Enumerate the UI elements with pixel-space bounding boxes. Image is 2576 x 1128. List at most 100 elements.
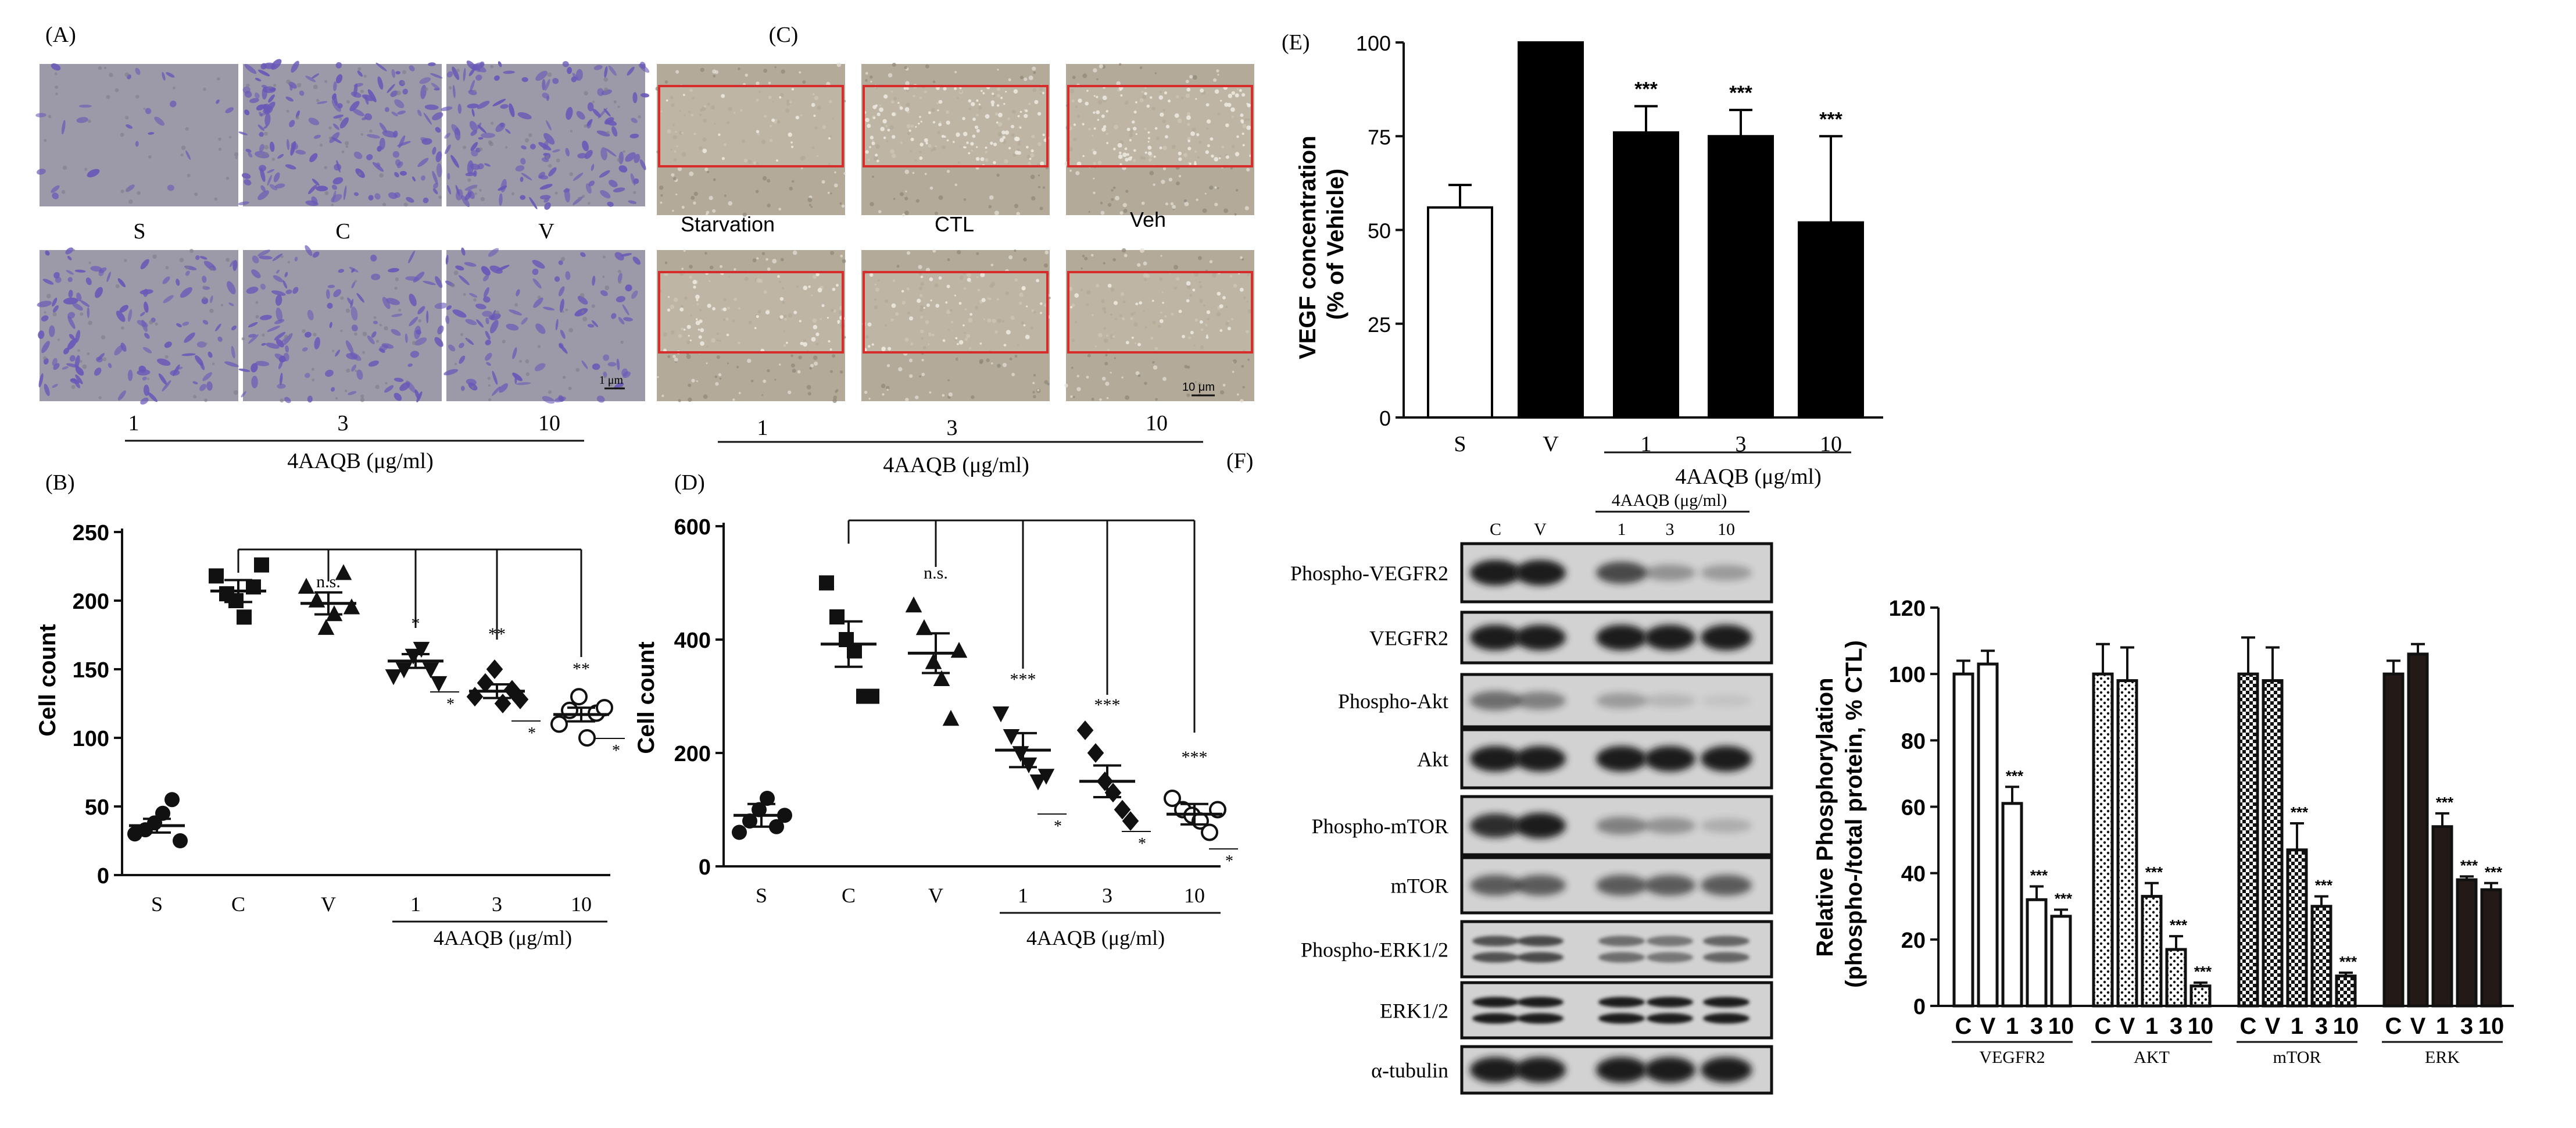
stained-cell	[580, 252, 586, 258]
data-point	[173, 833, 188, 848]
stained-cell	[558, 260, 563, 265]
pore	[273, 84, 277, 87]
cell-speck	[709, 265, 714, 270]
blot-band	[1596, 746, 1647, 772]
migrated-cell	[1186, 281, 1191, 286]
pore	[103, 66, 107, 69]
y-tick-label: 400	[674, 629, 711, 653]
stained-cell	[224, 361, 239, 367]
cell-speck	[912, 172, 915, 174]
wound-box	[658, 85, 844, 167]
pore	[324, 166, 328, 169]
stained-cell	[417, 158, 429, 167]
migrated-cell	[1076, 161, 1082, 166]
migrated-cell	[980, 272, 985, 277]
migrated-cell	[1225, 123, 1229, 127]
migrated-cell	[1228, 94, 1233, 98]
x-tick-label: 10	[2048, 1013, 2074, 1039]
migrated-cell	[803, 342, 807, 347]
migrated-cell	[924, 138, 928, 142]
vehicle-significance-label: *	[1225, 852, 1233, 870]
cell-speck	[1071, 366, 1074, 369]
pore	[382, 202, 387, 206]
pore	[203, 88, 206, 91]
stained-cell	[283, 333, 293, 345]
cell-speck	[834, 171, 836, 174]
stained-cell	[259, 255, 273, 260]
data-point	[752, 802, 767, 818]
y-tick-label: 100	[73, 727, 109, 751]
migrated-cell	[990, 100, 995, 105]
y-tick-label: 60	[1901, 796, 1926, 820]
stained-cell	[158, 373, 167, 385]
pore	[570, 130, 573, 133]
stained-cell	[565, 271, 571, 280]
stained-cell	[286, 139, 290, 151]
stained-cell	[373, 320, 378, 324]
migrated-cell	[935, 304, 940, 308]
cell-speck	[839, 202, 842, 205]
data-point	[1029, 774, 1047, 791]
cell-speck	[1139, 66, 1143, 69]
migrated-cell	[946, 139, 949, 142]
stained-cell	[493, 75, 500, 81]
pore	[124, 72, 130, 77]
migrated-cell	[1148, 137, 1150, 140]
pore	[48, 115, 52, 119]
stained-cell	[231, 345, 235, 359]
data-point	[1201, 823, 1218, 841]
migrated-cell	[697, 329, 700, 331]
bar	[2165, 948, 2187, 1008]
cell-speck	[797, 370, 801, 374]
stained-cell	[248, 152, 253, 158]
migrated-cell	[979, 342, 982, 345]
bar	[1977, 662, 1999, 1008]
stained-cell	[282, 280, 288, 289]
panel-a-bottom-label-1: 1	[128, 411, 139, 436]
stained-cell	[127, 369, 133, 381]
stained-cell	[199, 384, 207, 391]
stained-cell	[257, 69, 270, 77]
data-point	[1003, 729, 1020, 745]
migrated-cell	[871, 141, 875, 145]
stained-cell	[63, 348, 70, 355]
stained-cell	[331, 93, 337, 101]
stained-cell	[260, 167, 266, 182]
cell-speck	[1121, 248, 1126, 253]
stained-cell	[180, 287, 192, 298]
pore	[44, 311, 46, 314]
blot-label: Phospho-mTOR	[1312, 815, 1448, 838]
cell-speck	[1044, 250, 1049, 255]
stained-cell	[52, 297, 58, 307]
cell-speck	[1185, 80, 1189, 83]
cell-speck	[979, 359, 984, 363]
cell-speck	[719, 377, 722, 380]
stained-cell	[592, 109, 601, 117]
stained-cell	[543, 133, 555, 145]
migrated-cell	[968, 152, 971, 155]
data-point	[933, 670, 950, 686]
migrated-cell	[754, 327, 757, 330]
panel-a-bottom-label-2: 3	[338, 411, 349, 436]
x-tick-label: C	[2095, 1013, 2112, 1039]
migrated-cell	[1120, 94, 1123, 97]
stained-cell	[545, 78, 550, 91]
stained-cell	[457, 103, 462, 114]
scratch-tile	[657, 249, 846, 404]
pore	[328, 126, 332, 130]
pore	[579, 293, 585, 298]
significance-label: ***	[2006, 767, 2024, 784]
cell-speck	[963, 198, 967, 201]
panel-b-ylabel: Cell count	[35, 624, 60, 736]
migrated-cell	[1230, 107, 1235, 112]
pore	[102, 357, 107, 362]
stained-cell	[255, 77, 262, 81]
stained-cell	[274, 319, 285, 324]
pore	[622, 150, 625, 153]
migrated-cell	[808, 285, 811, 288]
migrated-cell	[945, 301, 948, 304]
stained-cell	[520, 176, 524, 182]
cell-speck	[915, 199, 920, 203]
y-tick-label: 25	[1368, 313, 1391, 337]
stained-cell	[467, 103, 479, 109]
